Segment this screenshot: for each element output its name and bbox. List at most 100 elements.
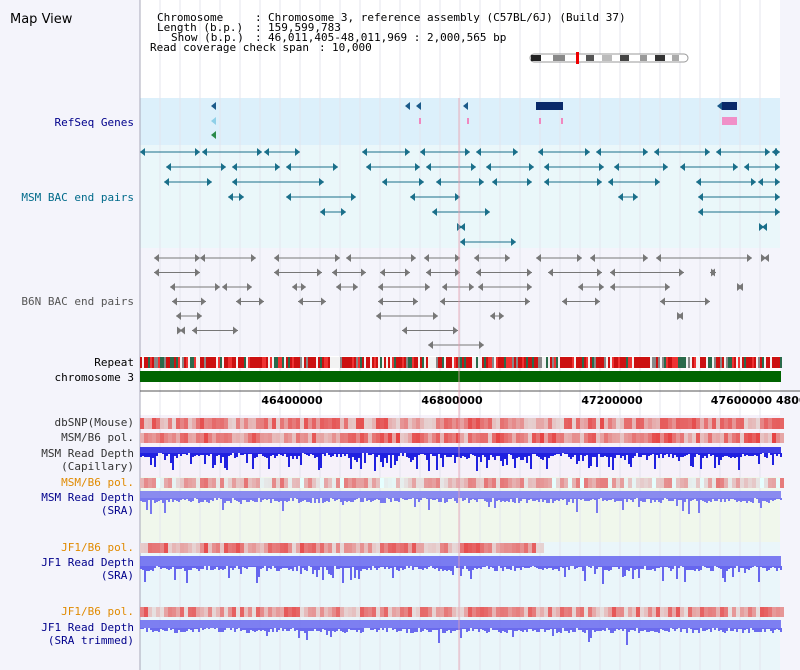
track-label-msm-b6-pol-1[interactable]: MSM/B6 pol. [61,431,134,444]
msm-read-depth-capillary-track[interactable] [140,447,782,471]
bac-end-marker[interactable] [469,283,474,291]
bac-end-marker[interactable] [764,254,769,262]
bac-end-marker[interactable] [420,148,425,156]
bac-end-marker[interactable] [335,254,340,262]
bac-end-marker[interactable] [362,148,367,156]
jf1-b6-pol-trimmed-heat-track[interactable] [140,607,784,617]
msm-b6-pol-heat-track[interactable] [140,433,784,443]
gene-feature[interactable] [463,102,468,110]
bac-end-marker[interactable] [221,163,226,171]
bac-end-marker[interactable] [595,297,600,306]
bac-end-marker[interactable] [170,283,175,291]
bac-end-marker[interactable] [643,148,648,156]
track-label-msm-depth-sra[interactable]: MSM Read Depth [41,491,134,504]
bac-end-marker[interactable] [775,163,780,171]
track-label-jf1-depth-trim[interactable]: JF1 Read Depth [41,621,134,634]
bac-end-marker[interactable] [232,163,237,171]
bac-end-marker[interactable] [737,283,742,291]
jf1-b6-pol-heat-track[interactable] [140,543,544,553]
jf1-read-depth-sra-track[interactable] [140,556,782,584]
bac-end-marker[interactable] [696,178,701,186]
track-label-jf1-depth-sra[interactable]: JF1 Read Depth [41,556,134,569]
bac-end-marker[interactable] [775,148,780,156]
bac-end-marker[interactable] [286,163,291,171]
gene-feature[interactable] [211,131,216,139]
bac-end-marker[interactable] [455,193,460,201]
bac-end-marker[interactable] [301,283,306,291]
bac-end-marker[interactable] [599,283,604,291]
bac-end-marker[interactable] [527,283,532,291]
gene-feature[interactable] [211,102,216,110]
bac-end-marker[interactable] [486,163,491,171]
bac-end-marker[interactable] [336,283,341,291]
bac-end-marker[interactable] [432,208,437,216]
bac-end-marker[interactable] [775,193,780,201]
bac-end-marker[interactable] [264,148,269,156]
gene-feature[interactable] [211,117,216,125]
bac-end-marker[interactable] [536,254,541,262]
bac-end-marker[interactable] [548,268,553,277]
bac-end-marker[interactable] [333,163,338,171]
bac-end-marker[interactable] [599,163,604,171]
bac-end-marker[interactable] [577,254,582,262]
bac-end-marker[interactable] [460,238,465,246]
bac-end-marker[interactable] [474,254,479,262]
bac-end-marker[interactable] [654,148,659,156]
bac-end-marker[interactable] [762,223,767,231]
bac-end-marker[interactable] [341,208,346,216]
bac-end-marker[interactable] [251,254,256,262]
bac-end-marker[interactable] [239,193,244,201]
bac-end-marker[interactable] [618,193,623,201]
bac-end-marker[interactable] [319,178,324,186]
bac-end-marker[interactable] [610,283,615,291]
bac-end-marker[interactable] [236,297,241,306]
gene-feature[interactable] [405,102,410,110]
bac-end-marker[interactable] [380,268,385,277]
bac-end-marker[interactable] [440,297,445,306]
bac-end-marker[interactable] [353,283,358,291]
bac-end-marker[interactable] [665,283,670,291]
bac-end-marker[interactable] [419,178,424,186]
bac-end-marker[interactable] [633,193,638,201]
bac-end-marker[interactable] [716,148,721,156]
bac-end-marker[interactable] [140,148,145,156]
bac-end-marker[interactable] [597,178,602,186]
bac-end-marker[interactable] [478,283,483,291]
bac-end-marker[interactable] [505,254,510,262]
bac-end-marker[interactable] [499,312,504,320]
bac-end-marker[interactable] [433,312,438,320]
bac-end-marker[interactable] [222,283,227,291]
b6n-bac-end-pairs-track[interactable] [154,254,769,349]
bac-end-marker[interactable] [578,283,583,291]
gene-feature[interactable] [416,102,421,110]
bac-end-marker[interactable] [154,254,159,262]
bac-end-marker[interactable] [562,297,567,306]
bac-end-marker[interactable] [544,178,549,186]
bac-end-marker[interactable] [733,163,738,171]
bac-end-marker[interactable] [698,193,703,201]
refseq-genes-track[interactable] [211,102,737,139]
bac-end-marker[interactable] [596,148,601,156]
bac-end-marker[interactable] [544,163,549,171]
track-label-jf1-b6-pol-1[interactable]: JF1/B6 pol. [61,541,134,554]
bac-end-marker[interactable] [382,178,387,186]
bac-end-marker[interactable] [698,208,703,216]
bac-end-marker[interactable] [376,312,381,320]
bac-end-marker[interactable] [471,163,476,171]
bac-end-marker[interactable] [361,268,366,277]
bac-end-marker[interactable] [166,163,171,171]
bac-end-marker[interactable] [460,223,465,231]
msm-read-depth-sra-track[interactable] [140,491,782,514]
track-label-refseq[interactable]: RefSeq Genes [55,116,134,129]
bac-end-marker[interactable] [195,254,200,262]
bac-end-marker[interactable] [758,178,763,186]
bac-end-marker[interactable] [274,268,279,277]
bac-end-marker[interactable] [317,268,322,277]
bac-end-marker[interactable] [366,163,371,171]
track-label-msm-bac[interactable]: MSM BAC end pairs [21,191,134,204]
bac-end-marker[interactable] [479,178,484,186]
bac-end-marker[interactable] [247,283,252,291]
bac-end-marker[interactable] [201,297,206,306]
bac-end-marker[interactable] [538,148,543,156]
bac-end-marker[interactable] [321,297,326,306]
